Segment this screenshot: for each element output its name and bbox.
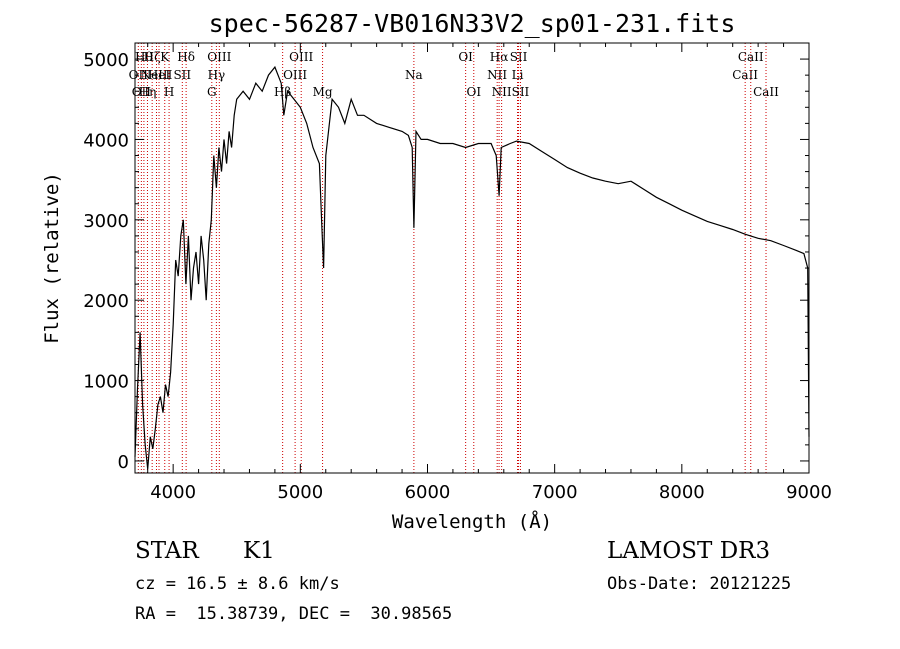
line-marker-label: Hδ — [177, 50, 195, 64]
y-tick-label: 3000 — [83, 211, 129, 232]
x-axis: 4000 5000 6000 7000 8000 9000 — [147, 43, 832, 503]
line-marker-label: Hθ — [135, 50, 153, 64]
y-axis: 0 1000 2000 3000 4000 5000 — [83, 42, 809, 473]
line-marker-label: CaII — [738, 50, 764, 64]
line-marker-label: Li — [512, 68, 524, 82]
line-marker-label: NII — [487, 68, 507, 82]
line-marker-label: K — [160, 50, 170, 64]
line-marker-label: OIII — [283, 68, 307, 82]
line-marker-label: CaII — [753, 85, 779, 99]
y-tick-label: 5000 — [83, 50, 129, 71]
line-marker-label: Mg — [313, 85, 333, 99]
line-marker-label: NII — [492, 85, 512, 99]
object-subclass: K1 — [243, 538, 275, 564]
line-marker-label: OII — [132, 85, 152, 99]
plot-frame — [134, 42, 810, 474]
obs-date-text: Obs-Date: 20121225 — [607, 574, 792, 594]
y-tick-label: 1000 — [83, 372, 129, 393]
x-tick-label: 4000 — [150, 482, 196, 503]
y-tick-label: 0 — [118, 452, 129, 473]
line-marker-label: SII — [173, 68, 191, 82]
survey-name: LAMOST DR3 — [607, 538, 771, 564]
line-marker-label: CaII — [732, 68, 758, 82]
line-marker-label: OI — [466, 85, 481, 99]
line-marker-label: HeI — [148, 68, 171, 82]
x-tick-label: 7000 — [532, 482, 578, 503]
line-marker-label: Hα — [490, 50, 509, 64]
line-marker-label: Hζ — [144, 50, 161, 64]
y-tick-label: 4000 — [83, 130, 129, 151]
spectrum-chart: spec-56287-VB016N33V2_sp01-231.fits OII O… — [41, 9, 832, 533]
x-tick-label: 8000 — [659, 482, 705, 503]
chart-title: spec-56287-VB016N33V2_sp01-231.fits — [209, 9, 736, 38]
line-marker-label: Hγ — [208, 68, 226, 82]
line-marker-label: OI — [458, 50, 473, 64]
line-marker-label: G — [207, 85, 217, 99]
x-tick-label: 6000 — [405, 482, 451, 503]
line-marker-label: H — [164, 85, 174, 99]
line-marker-label: SII — [512, 85, 530, 99]
line-marker-label: OIII — [289, 50, 313, 64]
line-marker-label: NeIII — [141, 68, 173, 82]
x-tick-label: 5000 — [277, 482, 323, 503]
line-marker-label: Na — [405, 68, 423, 82]
redshift-text: cz = 16.5 ± 8.6 km/s — [135, 574, 340, 594]
x-tick-label: 9000 — [786, 482, 832, 503]
series-group — [134, 65, 810, 470]
line-markers: OIIOIIHθHηHζNeIIIHeIKHSIIHδGHγOIIIHβOIII… — [129, 43, 779, 473]
line-marker-label: Hη — [139, 85, 157, 99]
y-tick-label: 2000 — [83, 291, 129, 312]
spectrum-series-line — [134, 65, 810, 470]
coordinates-text: RA = 15.38739, DEC = 30.98565 — [135, 604, 453, 624]
line-marker-label: SII — [510, 50, 528, 64]
y-axis-label: Flux (relative) — [41, 172, 63, 344]
object-class: STAR — [135, 538, 199, 564]
x-axis-label: Wavelength (Å) — [392, 510, 552, 533]
line-marker-label: OIII — [207, 50, 231, 64]
